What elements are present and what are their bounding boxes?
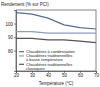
tick: 70 — [94, 71, 100, 78]
series-line — [16, 13, 96, 29]
series-line — [16, 38, 96, 42]
legend-swatch — [19, 55, 24, 56]
tick: 50 — [62, 71, 68, 78]
axis-line — [14, 11, 17, 72]
plot-area — [16, 13, 96, 43]
tick-mark — [14, 24, 16, 25]
axis-line — [17, 72, 97, 74]
legend: Chaudières à condensationChaudières trad… — [19, 49, 75, 71]
tick: 40 — [46, 71, 52, 78]
tick: 30 — [30, 71, 36, 78]
tick-label: 70 — [94, 73, 100, 78]
tick-label: 40 — [46, 73, 52, 78]
tick-label: 60 — [78, 73, 84, 78]
x-axis: 20 30 40 50 60 70 — [14, 71, 100, 78]
tick-mark — [14, 37, 16, 38]
tick-mark — [14, 51, 16, 52]
legend-swatch — [19, 51, 24, 52]
tick: 80 — [8, 49, 16, 54]
tick: 20 — [14, 71, 20, 78]
tick: 90 — [8, 35, 16, 40]
legend-swatch — [19, 64, 24, 65]
plot-frame — [16, 10, 96, 71]
tick-label: 100 — [5, 21, 13, 26]
chart: 20 30 40 50 60 70 80 90 100 Rendement (% sur PCI)… — [0, 0, 100, 87]
legend-label: Chaudières traditionnellesclassiques — [26, 62, 72, 71]
tick-label: 20 — [14, 73, 20, 78]
title: Rendement (% sur PCI) — [1, 2, 49, 7]
tick-label: 30 — [30, 73, 36, 78]
tick: 60 — [78, 71, 84, 78]
x-axis-title: Température (°C) — [39, 81, 74, 86]
tick-label: 80 — [8, 49, 14, 54]
tick-label: 90 — [8, 35, 14, 40]
tick-label: 50 — [62, 73, 68, 78]
tick: 100 — [5, 21, 16, 26]
series-line — [16, 32, 96, 33]
y-axis: 80 90 100 — [5, 11, 16, 72]
